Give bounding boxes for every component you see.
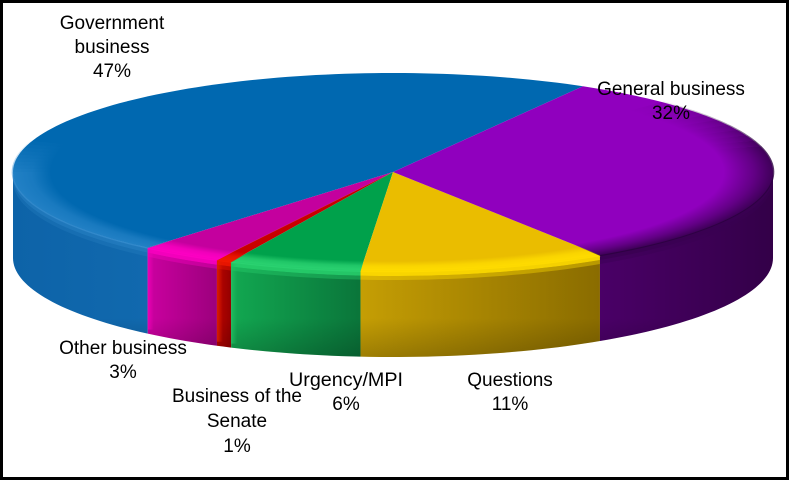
svg-text:Urgency/MPI: Urgency/MPI <box>289 370 403 391</box>
svg-text:3%: 3% <box>109 362 137 383</box>
svg-text:47%: 47% <box>93 61 131 82</box>
svg-text:6%: 6% <box>332 394 360 415</box>
svg-text:Business of the: Business of the <box>172 386 302 407</box>
svg-text:Senate: Senate <box>207 411 267 432</box>
svg-text:32%: 32% <box>652 103 690 124</box>
svg-text:Government: Government <box>60 13 165 34</box>
svg-text:Questions: Questions <box>467 370 553 391</box>
svg-text:General business: General business <box>597 79 745 100</box>
svg-text:11%: 11% <box>492 394 529 415</box>
svg-text:1%: 1% <box>223 436 251 457</box>
svg-text:Other business: Other business <box>59 338 187 359</box>
svg-text:business: business <box>75 37 150 58</box>
